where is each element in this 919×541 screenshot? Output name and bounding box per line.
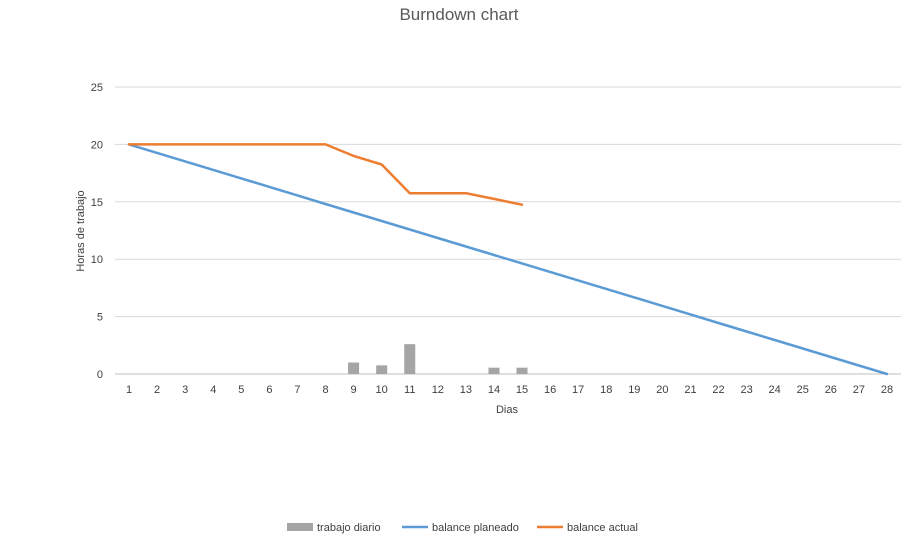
legend-label-balance-actual: balance actual xyxy=(567,522,638,534)
x-tick-label: 28 xyxy=(881,384,893,396)
x-tick-label: 11 xyxy=(404,384,415,396)
x-axis-title: Dias xyxy=(496,404,519,416)
legend-label-balance-planeado: balance planeado xyxy=(432,522,519,534)
x-tick-label: 9 xyxy=(351,384,357,396)
gridlines xyxy=(115,86,901,375)
line-balance-actual xyxy=(127,143,524,206)
bar-trabajo-diario xyxy=(348,362,360,374)
chart-title: Burndown chart xyxy=(399,5,518,24)
bar-trabajo-diario xyxy=(488,367,500,374)
y-tick-label: 10 xyxy=(91,254,103,266)
x-tick-label: 23 xyxy=(740,384,752,396)
x-tick-label: 4 xyxy=(210,384,216,396)
y-tick-label: 20 xyxy=(91,139,103,151)
bar-series-trabajo-diario xyxy=(348,344,528,374)
x-tick-label: 6 xyxy=(266,384,272,396)
legend: trabajo diario balance planeado balance ac… xyxy=(287,522,638,534)
y-tick-label: 25 xyxy=(91,82,103,94)
x-tick-label: 25 xyxy=(797,384,809,396)
x-tick-label: 26 xyxy=(825,384,837,396)
x-tick-label: 14 xyxy=(488,384,500,396)
x-tick-label: 15 xyxy=(516,384,528,396)
y-tick-label: 5 xyxy=(97,312,103,324)
legend-label-trabajo-diario: trabajo diario xyxy=(317,522,381,534)
x-tick-label: 20 xyxy=(656,384,668,396)
bar-trabajo-diario xyxy=(516,367,528,374)
x-tick-label: 3 xyxy=(182,384,188,396)
y-tick-label: 0 xyxy=(97,369,103,381)
x-tick-label: 1 xyxy=(126,384,132,396)
y-tick-labels: 0 5 10 15 20 25 xyxy=(91,82,103,381)
x-tick-label: 19 xyxy=(628,384,640,396)
legend-swatch-trabajo-diario xyxy=(287,523,313,531)
x-tick-label: 8 xyxy=(322,384,328,396)
line-series xyxy=(127,143,889,376)
x-tick-label: 22 xyxy=(712,384,724,396)
y-tick-label: 15 xyxy=(91,197,103,209)
x-tick-label: 27 xyxy=(853,384,865,396)
bar-trabajo-diario xyxy=(404,344,416,374)
line-balance-planeado xyxy=(127,143,889,376)
x-tick-label: 7 xyxy=(294,384,300,396)
x-tick-label: 12 xyxy=(432,384,444,396)
x-tick-label: 24 xyxy=(769,384,781,396)
x-tick-label: 16 xyxy=(544,384,556,396)
x-tick-label: 21 xyxy=(684,384,696,396)
x-tick-label: 17 xyxy=(572,384,584,396)
x-tick-label: 5 xyxy=(238,384,244,396)
x-tick-label: 13 xyxy=(460,384,472,396)
x-tick-label: 10 xyxy=(376,384,388,396)
bar-trabajo-diario xyxy=(376,365,388,374)
x-tick-label: 18 xyxy=(600,384,612,396)
y-axis-title: Horas de trabajo xyxy=(75,190,87,271)
x-tick-label: 2 xyxy=(154,384,160,396)
x-tick-labels: 1 2 3 4 5 6 7 8 9 10 11 12 13 14 15 16 17 18 19 20 21 22 23 24 2… xyxy=(126,384,893,396)
